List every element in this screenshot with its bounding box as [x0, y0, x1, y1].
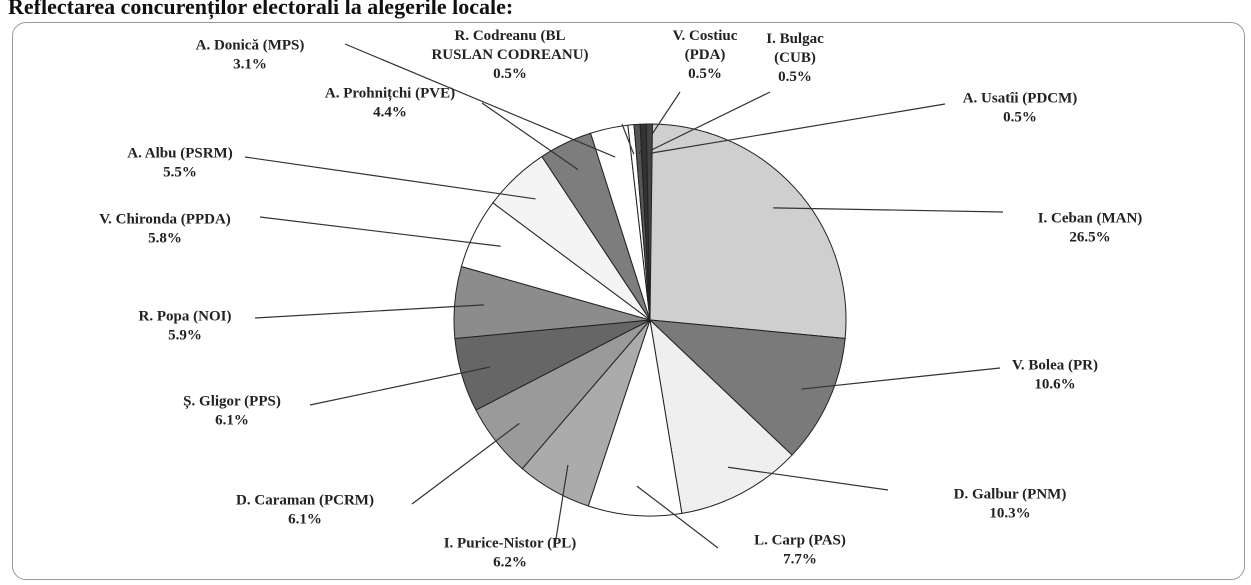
leader-line: [649, 103, 946, 154]
slice-label: V. Bolea (PR) 10.6%: [1012, 356, 1098, 394]
value-label: 6.1%: [288, 511, 322, 527]
value-label: 0.5%: [1003, 109, 1037, 125]
value-label: 6.1%: [215, 412, 249, 428]
category-label: V. Bolea (PR): [1012, 357, 1098, 374]
slice-label: I. Ceban (MAN) 26.5%: [1038, 209, 1143, 247]
pie-slice: [648, 319, 846, 456]
category-label: R. Codreanu (BL RUSLAN CODREANU): [431, 27, 589, 63]
value-label: 5.9%: [168, 327, 202, 343]
category-label: R. Popa (NOI): [138, 308, 232, 325]
leader-line: [727, 466, 889, 491]
category-label: Ș. Gligor (PPS): [183, 393, 281, 410]
category-label: V. Costiuc (PDA): [672, 27, 738, 63]
category-label: D. Caraman (PCRM): [236, 492, 374, 509]
leader-line: [254, 304, 485, 319]
slice-label: I. Bulgac (CUB) 0.5%: [760, 30, 830, 86]
chart-frame: [12, 22, 1245, 580]
value-label: 7.7%: [783, 551, 817, 567]
value-label: 6.2%: [493, 554, 527, 570]
leader-line: [309, 366, 491, 406]
slice-label: A. Donică (MPS) 3.1%: [196, 36, 305, 74]
slice-label: R. Popa (NOI) 5.9%: [139, 307, 232, 345]
slice-label: V. Chironda (PPDA) 5.8%: [99, 210, 231, 248]
slice-label: A. Prohnițchi (PVE) 4.4%: [325, 84, 455, 122]
slice-label: I. Puricе-Nistor (PL) 6.2%: [444, 534, 577, 572]
leader-line: [636, 485, 719, 549]
value-label: 0.5%: [688, 65, 722, 82]
leader-line: [621, 123, 635, 155]
slice-label: R. Codreanu (BL RUSLAN CODREANU) 0.5%: [425, 27, 595, 83]
pie-slice: [587, 319, 683, 517]
slice-label: V. Costiuc (PDA) 0.5%: [665, 27, 745, 83]
chart-title: Reflectarea concurenților electorali la …: [8, 0, 514, 19]
category-label: A. Prohnițchi (PVE): [324, 85, 456, 102]
leader-line: [773, 207, 1004, 213]
value-label: 10.3%: [989, 505, 1031, 521]
leader-line: [411, 422, 520, 505]
category-label: I. Bulgac (CUB): [766, 30, 824, 66]
category-label: I. Puricе-Nistor (PL): [443, 535, 577, 552]
leader-line: [244, 156, 536, 200]
value-label: 0.5%: [778, 68, 812, 85]
category-label: L. Carp (PAS): [754, 532, 846, 549]
category-label: V. Chironda (PPDA): [99, 211, 231, 228]
slice-label: A. Usatîi (PDCM) 0.5%: [963, 89, 1078, 127]
value-label: 10.6%: [1034, 376, 1076, 392]
leader-line: [344, 43, 616, 158]
leader-line: [554, 464, 569, 546]
value-label: 26.5%: [1069, 229, 1111, 245]
category-label: A. Albu (PSRM): [127, 145, 233, 162]
slice-label: Ș. Gligor (PPS) 6.1%: [183, 392, 281, 430]
leader-line: [259, 216, 501, 247]
category-label: D. Galbur (PNM): [953, 486, 1067, 503]
value-label: 5.8%: [148, 230, 182, 246]
leader-line: [801, 367, 1001, 390]
pie-slice: [649, 123, 847, 339]
slice-label: L. Carp (PAS) 7.7%: [754, 531, 846, 569]
value-label: 0.5%: [493, 65, 527, 82]
value-label: 3.1%: [233, 56, 267, 72]
value-label: 4.4%: [373, 104, 407, 120]
leader-line: [643, 91, 771, 155]
slice-label: D. Galbur (PNM) 10.3%: [954, 485, 1067, 523]
category-label: A. Usatîi (PDCM): [962, 90, 1078, 107]
pie-slice: [645, 123, 653, 321]
category-label: A. Donică (MPS): [195, 37, 305, 54]
pie-slice: [649, 318, 793, 514]
value-label: 5.5%: [163, 164, 197, 180]
leader-line: [481, 102, 579, 171]
slice-label: D. Caraman (PCRM) 6.1%: [236, 491, 374, 529]
category-label: I. Ceban (MAN): [1037, 210, 1143, 227]
slice-label: A. Albu (PSRM) 5.5%: [127, 144, 232, 182]
